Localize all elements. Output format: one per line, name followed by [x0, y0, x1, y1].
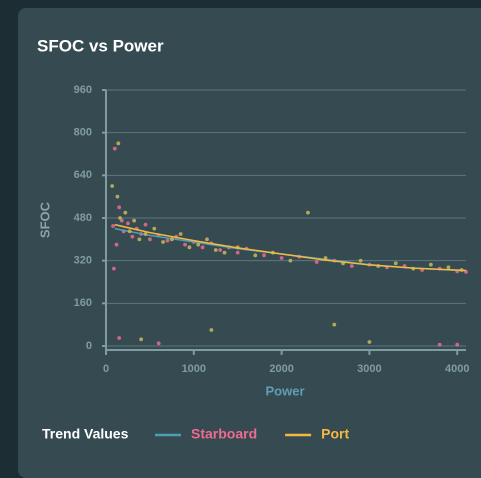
chart-title: SFOC vs Power — [37, 36, 164, 55]
scatter-point — [428, 262, 433, 267]
scatter-point — [262, 253, 266, 258]
y-tick-label: 320 — [74, 255, 92, 267]
scatter-point — [110, 184, 115, 188]
scatter-point — [111, 224, 115, 228]
scatter-point — [209, 328, 214, 332]
y-tick-label: 160 — [74, 297, 92, 309]
legend-title: Trend Values — [42, 426, 129, 442]
trend-line — [114, 227, 467, 272]
scatter-point — [222, 250, 227, 255]
page: {"chart_data": {"type": "scatter", "titl… — [18, 8, 481, 478]
scatter-point — [148, 237, 152, 242]
scatter-point — [115, 194, 120, 199]
scatter-point — [200, 245, 205, 250]
scatter-point — [323, 256, 328, 260]
scatter-point — [123, 210, 128, 215]
scatter-point — [114, 242, 119, 247]
scatter-point — [156, 341, 161, 346]
y-axis-title: SFOC — [37, 201, 52, 238]
legend-label: Port — [321, 426, 349, 442]
x-tick-label: 2000 — [269, 363, 293, 375]
trend-line — [114, 223, 467, 272]
scatter-point — [437, 342, 442, 347]
scatter-point — [288, 258, 293, 263]
scatter-point — [235, 250, 240, 255]
scatter-point — [455, 342, 460, 347]
scatter-point — [139, 337, 144, 342]
scatter-point — [130, 234, 135, 239]
scatter-point — [279, 256, 284, 260]
scatter-point — [117, 205, 122, 210]
scatter-point — [332, 322, 337, 327]
y-tick-label: 960 — [74, 84, 92, 96]
scatter-point — [137, 237, 142, 242]
scatter-point — [218, 248, 223, 252]
scatter-point — [116, 141, 121, 146]
scatter-point — [112, 266, 116, 271]
scatter-point — [213, 248, 218, 252]
scatter-point — [205, 237, 209, 242]
card — [18, 8, 481, 478]
y-tick-label: 480 — [74, 212, 92, 224]
x-tick-label: 1000 — [182, 363, 206, 375]
scatter-point — [253, 253, 258, 258]
chart: SFOC vs Power Power SFOC Trend Values 0 1… — [37, 36, 469, 442]
scatter-point — [446, 265, 451, 270]
scatter-point — [118, 216, 122, 220]
scatter-point — [152, 226, 157, 231]
x-tick-label: 4000 — [445, 363, 469, 375]
scatter-point — [196, 242, 201, 247]
x-axis-title: Power — [265, 383, 304, 398]
y-tick-label: 800 — [74, 127, 92, 139]
scatter-point — [393, 261, 398, 266]
scatter-point — [117, 336, 122, 340]
scatter-point — [306, 210, 310, 215]
scatter-point — [178, 232, 183, 236]
scatter-point — [187, 245, 192, 250]
legend-label: Starboard — [191, 426, 257, 442]
x-tick-label: 0 — [103, 363, 109, 375]
scatter-point — [161, 240, 165, 244]
scatter-point — [367, 340, 372, 344]
scatter-point — [143, 222, 148, 227]
scatter-point — [314, 260, 319, 264]
y-tick-label: 640 — [74, 169, 92, 181]
y-tick-label: 0 — [86, 340, 92, 352]
scatter-point — [358, 258, 363, 263]
scatter-point — [112, 146, 117, 151]
scatter-point — [165, 238, 170, 243]
scatter-point — [132, 218, 136, 223]
scatter-point — [143, 232, 148, 236]
scatter-point — [183, 242, 187, 247]
scatter-point — [349, 264, 354, 268]
x-tick-label: 3000 — [357, 363, 381, 375]
scatter-point — [126, 221, 130, 226]
scatter-point — [127, 229, 132, 234]
scatter-point — [169, 237, 174, 242]
